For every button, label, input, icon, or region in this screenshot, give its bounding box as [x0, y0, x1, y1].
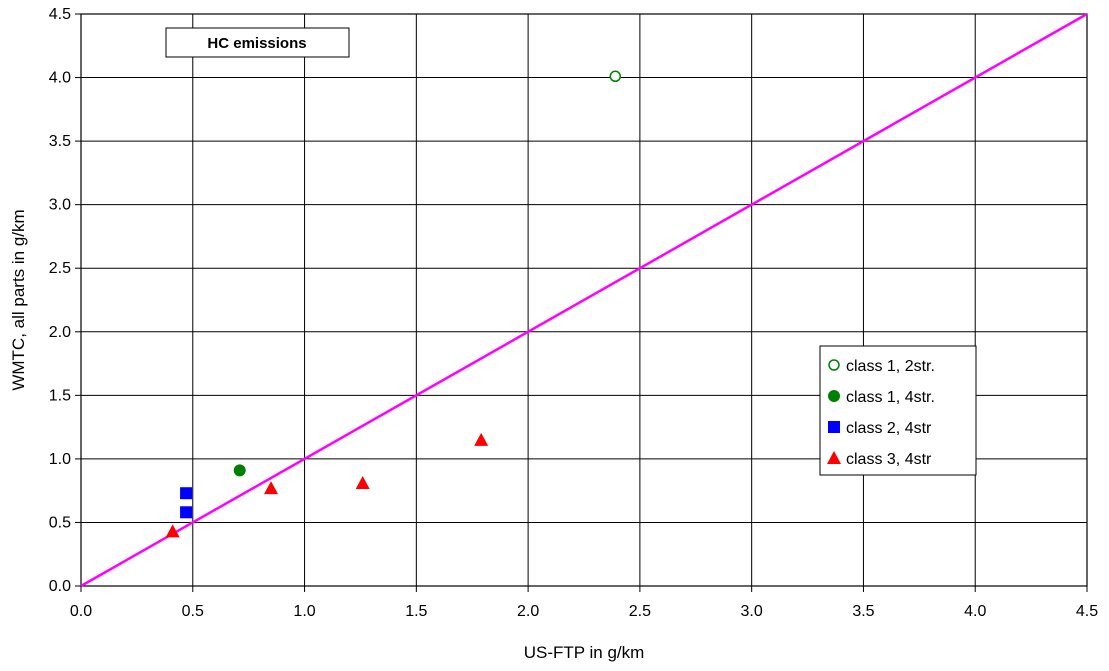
- x-tick-label: 3.0: [741, 603, 763, 620]
- chart-title-box: HC emissions: [165, 27, 350, 58]
- reference-line: [80, 12, 1088, 588]
- y-tick-label: 1.0: [49, 451, 71, 468]
- data-point: [355, 476, 370, 490]
- legend-marker: [828, 359, 840, 371]
- x-tick-label: 4.5: [1076, 603, 1098, 620]
- x-tick-label: 1.5: [405, 603, 427, 620]
- x-tick-label: 1.0: [293, 603, 315, 620]
- y-tick-label: 3.0: [49, 197, 71, 214]
- y-tick-label: 4.0: [49, 70, 71, 87]
- chart-title: HC emissions: [207, 35, 306, 52]
- legend: class 1, 2str. class 1, 4str. class 2, 4st…: [819, 345, 977, 476]
- x-tick-label: 0.5: [182, 603, 204, 620]
- y-tick-label: 1.5: [49, 387, 71, 404]
- axis-ticks: 0.0 0.5 1.0 1.5 2.0 2.5 3.0 3.5 4.0 4.5 0.0 0.5 1.0 1…: [49, 6, 1098, 620]
- data-point: [165, 524, 180, 538]
- legend-marker: [828, 390, 840, 402]
- x-tick-label: 2.0: [517, 603, 539, 620]
- data-point: [609, 70, 622, 83]
- x-tick-label: 4.0: [964, 603, 986, 620]
- x-tick-label: 3.5: [852, 603, 874, 620]
- legend-label: class 1, 2str.: [846, 358, 935, 375]
- y-tick-label: 3.5: [49, 133, 71, 150]
- y-tick-label: 0.0: [49, 578, 71, 595]
- data-point: [233, 464, 246, 477]
- legend-marker: [827, 451, 841, 464]
- legend-label: class 2, 4str: [846, 420, 932, 437]
- y-tick-label: 0.5: [49, 514, 71, 531]
- y-tick-label: 2.5: [49, 260, 71, 277]
- data-point: [264, 481, 279, 495]
- legend-label: class 3, 4str: [846, 451, 932, 468]
- x-tick-label: 2.5: [629, 603, 651, 620]
- legend-box: [819, 345, 977, 476]
- legend-marker: [828, 421, 840, 433]
- y-tick-label: 2.0: [49, 324, 71, 341]
- legend-label: class 1, 4str.: [846, 389, 935, 406]
- y-tick-label: 4.5: [49, 6, 71, 23]
- y-axis-title: WMTC, all parts in g/km: [9, 209, 28, 390]
- data-points: [165, 70, 622, 538]
- x-axis-title: US-FTP in g/km: [524, 643, 645, 662]
- data-point: [180, 506, 193, 519]
- data-point: [474, 432, 489, 446]
- data-point: [180, 487, 193, 500]
- plot-frame: [80, 13, 1088, 587]
- x-tick-label: 0.0: [70, 603, 92, 620]
